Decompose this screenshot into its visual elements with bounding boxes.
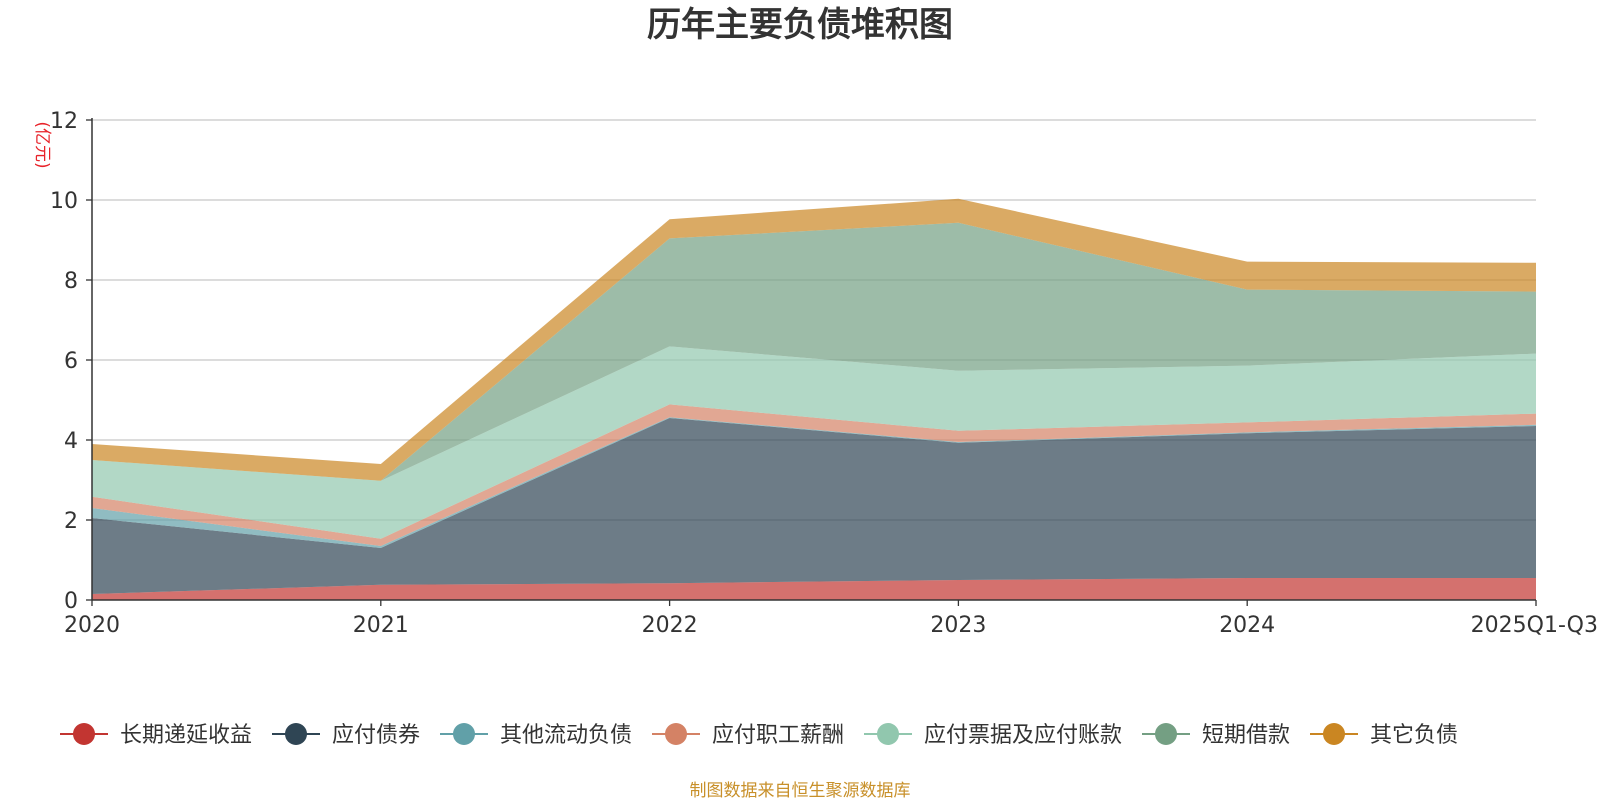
area-series-6[interactable] [92,198,1536,481]
data-source-note: 制图数据来自恒生聚源数据库 [690,781,911,800]
legend-label: 短期借款 [1202,723,1290,748]
legend-item-1[interactable]: 应付债券 [272,723,420,748]
y-tick-label: 2 [64,509,78,534]
area-series-1[interactable] [92,418,1536,594]
x-tick-label: 2024 [1219,613,1275,638]
x-tick-label: 2023 [930,613,986,638]
x-tick-label: 2022 [642,613,698,638]
legend-label: 其他流动负债 [500,723,632,748]
area-series-0[interactable] [92,578,1536,600]
x-tick-label: 2020 [64,613,120,638]
legend-item-6[interactable]: 其它负债 [1310,723,1458,748]
legend-item-4[interactable]: 应付票据及应付账款 [864,723,1122,748]
y-tick-label: 0 [64,589,78,614]
area-series-2[interactable] [92,417,1536,548]
area-series-5[interactable] [92,222,1536,481]
x-tick-label: 2021 [353,613,409,638]
x-tick-label: 2025Q1-Q3 [1471,613,1598,638]
legend[interactable]: 长期递延收益 应付债券 其他流动负债 应付职工薪酬 应付票据及应付账款 短期借款 其它负债 [60,723,1458,748]
legend-marker [453,723,475,745]
y-tick-label: 10 [50,189,78,214]
legend-label: 长期递延收益 [120,723,252,748]
y-axis-unit-label: (亿元) [32,121,52,168]
legend-marker [285,723,307,745]
y-tick-label: 4 [64,429,78,454]
legend-label: 应付职工薪酬 [712,723,844,748]
legend-label: 应付债券 [332,723,420,748]
area-series-3[interactable] [92,404,1536,546]
legend-label: 应付票据及应付账款 [924,723,1122,748]
legend-label: 其它负债 [1370,723,1458,748]
legend-item-0[interactable]: 长期递延收益 [60,723,252,748]
area-series-4[interactable] [92,346,1536,539]
y-tick-label: 6 [64,349,78,374]
legend-marker [1155,723,1177,745]
chart-title: 历年主要负债堆积图 [647,5,953,45]
legend-marker [877,723,899,745]
legend-item-2[interactable]: 其他流动负债 [440,723,632,748]
axes: 0 2 4 6 8 10 12 2020 2021 2022 2023 2024 2025Q1-Q3 [50,109,1598,638]
legend-marker [665,723,687,745]
legend-marker [73,723,95,745]
y-tick-label: 12 [50,109,78,134]
area-series [92,198,1536,600]
y-tick-label: 8 [64,269,78,294]
legend-item-5[interactable]: 短期借款 [1142,723,1290,748]
legend-item-3[interactable]: 应付职工薪酬 [652,723,844,748]
legend-marker [1323,723,1345,745]
